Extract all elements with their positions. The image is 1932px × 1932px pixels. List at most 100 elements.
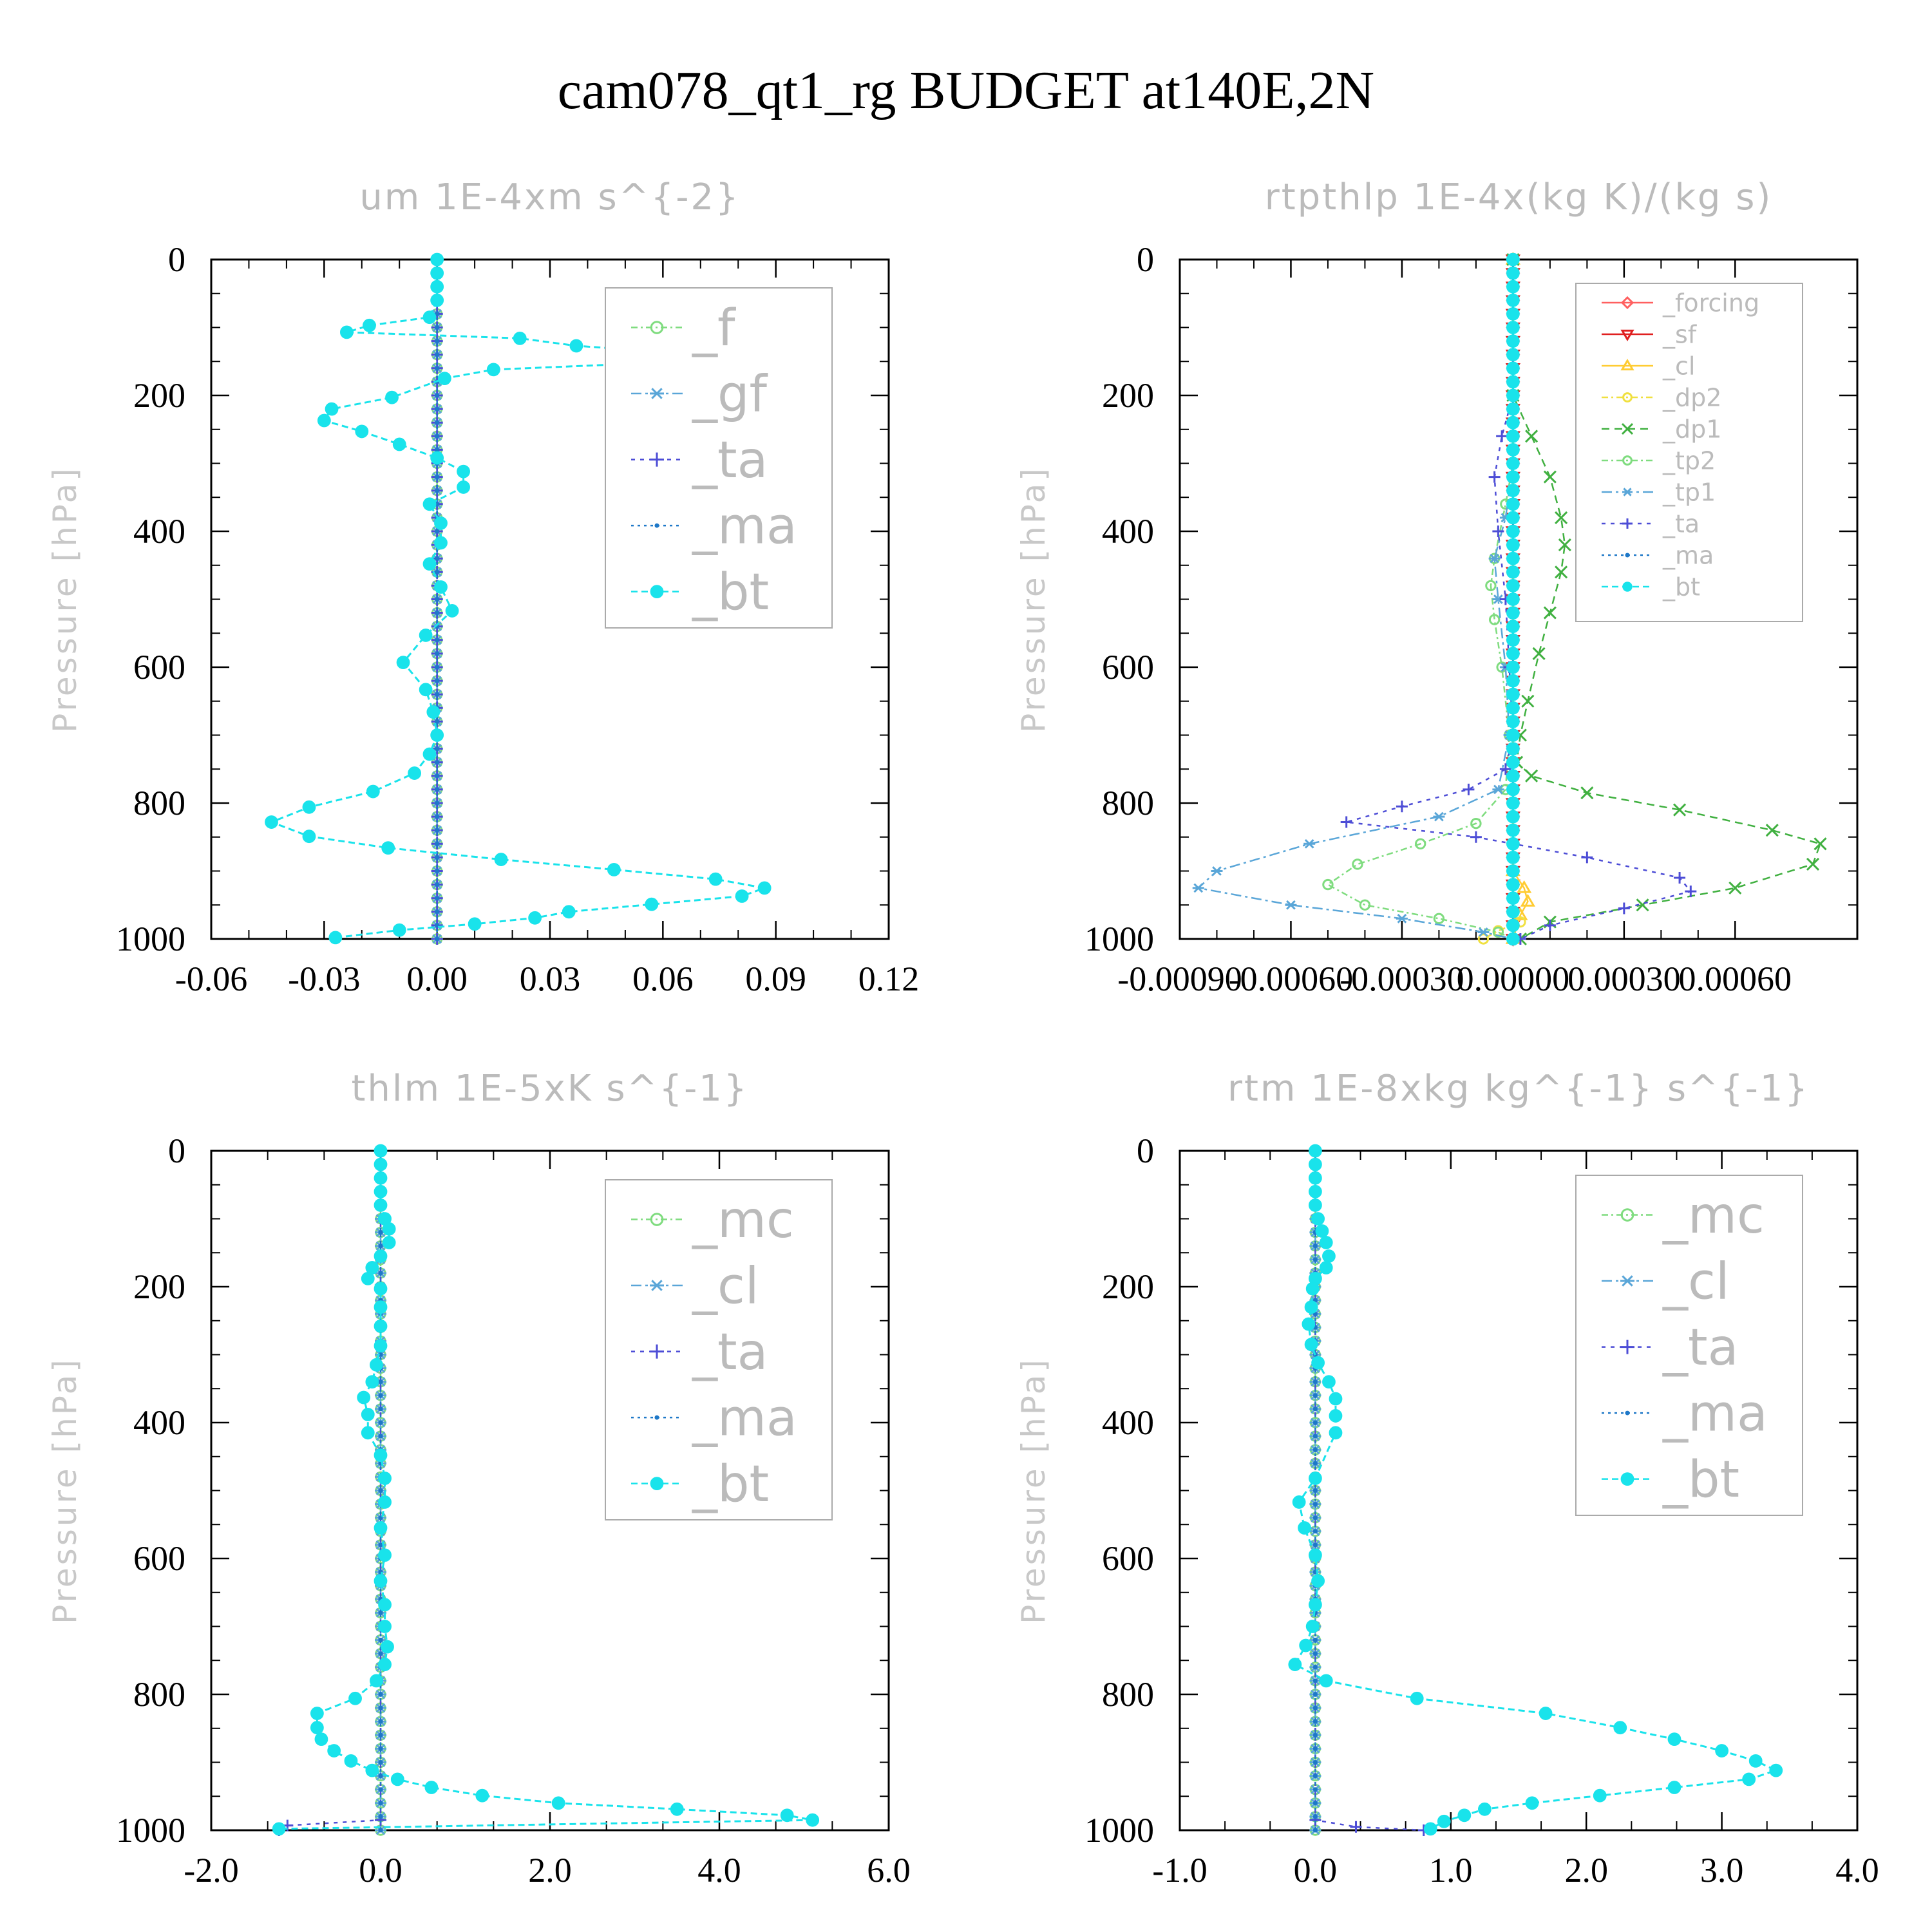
data-point — [435, 406, 440, 412]
legend-marker — [1622, 392, 1633, 402]
legend-marker — [650, 388, 664, 399]
data-point — [1506, 551, 1520, 565]
data-point — [1506, 293, 1520, 307]
data-point — [1309, 1184, 1322, 1198]
data-point — [1396, 913, 1408, 923]
legend-label: _tp1 — [1662, 478, 1716, 506]
data-point — [1521, 694, 1535, 708]
data-point — [374, 1198, 388, 1212]
data-point — [1506, 457, 1520, 470]
series-bt — [265, 252, 772, 945]
y-tick-label: 0 — [1137, 1132, 1154, 1170]
data-point — [434, 516, 448, 530]
x-tick-label: 0.0 — [359, 1851, 402, 1889]
data-point — [392, 437, 406, 451]
data-point — [327, 1744, 341, 1757]
data-point — [435, 597, 440, 601]
data-point — [378, 1801, 383, 1806]
legend-marker — [1625, 553, 1630, 558]
data-point — [1543, 606, 1557, 620]
data-point — [1312, 1705, 1318, 1710]
panel-thlm: thlm 1E-5xK s^{-1} Pressure [hPa] 0 200 400 6… — [46, 1068, 911, 1889]
data-point — [1312, 1434, 1318, 1439]
data-point — [1312, 1774, 1318, 1779]
data-point — [435, 760, 440, 765]
data-point — [1312, 1379, 1318, 1385]
x-tick-label: -0.00060 — [1229, 960, 1353, 998]
data-point — [435, 828, 440, 833]
data-point — [1470, 817, 1482, 829]
x-tick-label: 0.12 — [858, 960, 920, 998]
y-axis-label: Pressure [hPa] — [1015, 1357, 1052, 1624]
y-tick-label: 800 — [1102, 784, 1154, 822]
data-point — [310, 1721, 324, 1735]
x-tick-label: 1.0 — [1429, 1851, 1473, 1889]
data-point — [1499, 763, 1511, 775]
data-point — [1765, 824, 1779, 837]
data-point — [325, 402, 339, 416]
legend: _mc _cl _ta _ma _bt — [605, 1179, 833, 1520]
data-point — [1433, 913, 1445, 925]
data-point — [435, 325, 440, 330]
data-point — [435, 841, 440, 846]
data-point — [1506, 851, 1520, 864]
y-tick-label: 800 — [133, 784, 185, 822]
legend-marker — [1620, 329, 1634, 341]
data-point — [569, 339, 583, 353]
data-point — [435, 692, 440, 697]
data-point — [378, 1732, 383, 1738]
data-point — [378, 1658, 392, 1671]
data-point — [1520, 894, 1535, 907]
data-point — [422, 497, 437, 511]
data-point — [1506, 334, 1520, 348]
data-point — [1319, 1674, 1333, 1688]
data-point — [1309, 1157, 1322, 1171]
data-point — [1312, 1244, 1318, 1249]
data-point — [1506, 388, 1520, 402]
data-point — [435, 339, 440, 344]
series-bt — [1506, 252, 1520, 946]
data-point — [434, 536, 448, 550]
data-point — [419, 683, 433, 697]
data-point — [378, 1244, 383, 1249]
x-tick-label: -0.00090 — [1117, 960, 1242, 998]
data-point — [1814, 837, 1827, 851]
data-point — [357, 1390, 371, 1405]
data-point — [1543, 470, 1557, 484]
data-point — [382, 1222, 396, 1236]
data-point — [468, 917, 482, 931]
x-tick-label: -1.0 — [1152, 1851, 1207, 1889]
y-tick-label: 0 — [168, 1132, 185, 1170]
data-point — [422, 310, 437, 325]
data-point — [1488, 471, 1501, 483]
legend-box — [605, 287, 833, 629]
data-point — [378, 1352, 383, 1357]
data-point — [1506, 742, 1520, 755]
data-point — [1506, 524, 1520, 538]
data-point — [528, 911, 542, 925]
y-axis-label: Pressure [hPa] — [46, 1357, 84, 1624]
data-point — [1309, 1171, 1322, 1185]
data-point — [1312, 1678, 1318, 1683]
x-tick-label: 4.0 — [1835, 1851, 1879, 1889]
data-point — [378, 1828, 383, 1833]
data-point — [1506, 687, 1520, 701]
data-point — [1506, 321, 1520, 334]
data-point — [1312, 1760, 1318, 1765]
data-point — [1312, 1814, 1318, 1819]
data-point — [435, 366, 440, 371]
data-point — [424, 1781, 439, 1794]
data-point — [1352, 858, 1363, 870]
data-point — [1673, 803, 1687, 817]
data-point — [1525, 430, 1539, 443]
data-point — [374, 1282, 388, 1296]
data-point — [1742, 1772, 1756, 1786]
data-point — [1748, 1754, 1763, 1768]
legend-label: _ta — [692, 431, 768, 489]
data-point — [435, 311, 440, 316]
legend-label: _gf — [692, 365, 768, 423]
data-point — [374, 1339, 388, 1353]
data-point — [1506, 782, 1520, 797]
x-tick-label: 4.0 — [697, 1851, 741, 1889]
data-point — [435, 855, 440, 860]
